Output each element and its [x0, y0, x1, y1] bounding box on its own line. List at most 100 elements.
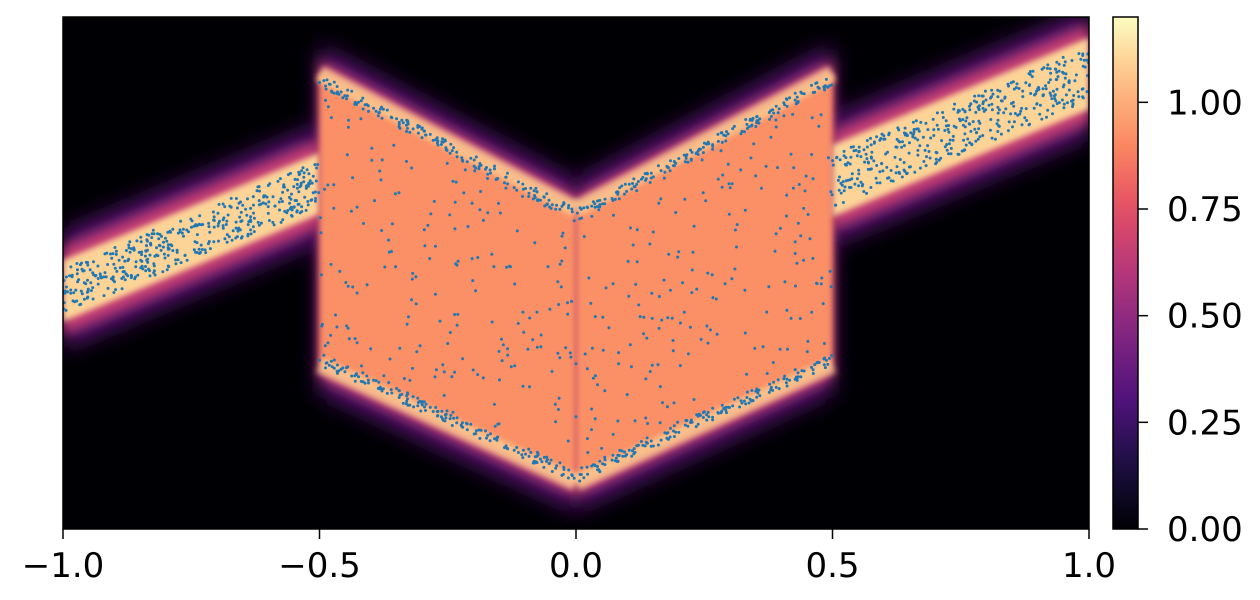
- scatter-point: [726, 162, 730, 166]
- scatter-point: [589, 301, 593, 305]
- scatter-point: [292, 205, 296, 209]
- scatter-point: [1045, 66, 1049, 70]
- scatter-point: [690, 150, 694, 154]
- scatter-point: [94, 274, 98, 277]
- scatter-point: [924, 121, 928, 125]
- scatter-point: [147, 233, 151, 237]
- scatter-point: [492, 402, 496, 406]
- scatter-point: [488, 439, 492, 443]
- scatter-point: [318, 81, 321, 84]
- scatter-point: [585, 437, 589, 441]
- scatter-point: [217, 202, 221, 206]
- scatter-point: [434, 406, 438, 409]
- scatter-point: [777, 107, 781, 111]
- scatter-point: [934, 162, 938, 166]
- scatter-point: [916, 138, 920, 142]
- scatter-point: [216, 211, 220, 215]
- scatter-point: [341, 366, 345, 370]
- scatter-point: [1023, 116, 1027, 120]
- scatter-point: [887, 131, 891, 135]
- scatter-point: [802, 92, 806, 96]
- scatter-point: [996, 95, 1000, 99]
- scatter-point: [705, 324, 709, 328]
- scatter-point: [1029, 92, 1033, 95]
- scatter-point: [649, 171, 653, 175]
- scatter-point: [645, 436, 649, 440]
- scatter-point: [255, 189, 259, 193]
- scatter-point: [317, 191, 321, 195]
- scatter-point: [329, 359, 333, 363]
- scatter-point: [760, 186, 763, 190]
- scatter-point: [711, 296, 715, 300]
- scatter-point: [598, 198, 602, 202]
- scatter-point: [69, 265, 73, 269]
- scatter-point: [353, 337, 357, 341]
- scatter-point: [96, 264, 100, 268]
- scatter-point: [1046, 63, 1050, 67]
- scatter-point: [99, 274, 103, 278]
- scatter-point: [112, 262, 116, 266]
- scatter-point: [862, 190, 866, 193]
- scatter-point: [324, 98, 327, 102]
- scatter-point: [152, 232, 156, 236]
- scatter-point: [117, 258, 121, 262]
- scatter-point: [684, 419, 688, 423]
- scatter-point: [535, 190, 539, 194]
- scatter-point: [627, 448, 631, 452]
- scatter-point: [401, 121, 405, 125]
- scatter-point: [1081, 96, 1085, 100]
- scatter-point: [521, 182, 525, 186]
- scatter-point: [201, 223, 205, 226]
- scatter-point: [362, 222, 365, 225]
- scatter-point: [616, 192, 620, 196]
- scatter-point: [989, 96, 992, 100]
- scatter-point: [343, 94, 347, 98]
- scatter-point: [963, 125, 967, 129]
- scatter-point: [441, 137, 444, 141]
- scatter-point: [1027, 123, 1031, 127]
- scatter-point: [627, 182, 631, 186]
- scatter-point: [786, 347, 789, 351]
- scatter-point: [416, 404, 420, 408]
- scatter-point: [230, 238, 234, 242]
- scatter-point: [774, 232, 778, 236]
- scatter-point: [162, 252, 166, 256]
- scatter-point: [911, 135, 915, 139]
- scatter-point: [972, 99, 976, 103]
- scatter-point: [641, 443, 645, 447]
- scatter-point: [89, 289, 93, 293]
- scatter-point: [139, 258, 143, 262]
- scatter-point: [139, 235, 143, 239]
- scatter-point: [88, 268, 92, 272]
- scatter-point: [345, 94, 349, 98]
- scatter-point: [898, 158, 902, 161]
- scatter-point: [180, 231, 184, 235]
- scatter-point: [774, 385, 778, 389]
- scatter-point: [631, 182, 634, 185]
- scatter-point: [885, 165, 889, 169]
- scatter-point: [493, 424, 497, 428]
- scatter-point: [335, 363, 339, 367]
- scatter-point: [745, 372, 749, 376]
- scatter-point: [783, 103, 787, 107]
- scatter-point: [512, 186, 516, 190]
- scatter-point: [895, 165, 899, 169]
- scatter-point: [859, 180, 863, 184]
- scatter-point: [631, 449, 634, 453]
- scatter-point: [1062, 63, 1066, 67]
- scatter-point: [1021, 95, 1025, 99]
- scatter-point: [755, 395, 759, 399]
- scatter-point: [163, 236, 167, 240]
- scatter-point: [178, 228, 182, 232]
- scatter-point: [176, 231, 180, 235]
- scatter-point: [855, 177, 859, 181]
- scatter-point: [169, 230, 172, 234]
- scatter-point: [676, 420, 680, 424]
- scatter-point: [893, 155, 897, 159]
- scatter-point: [555, 464, 559, 468]
- scatter-point: [239, 220, 243, 223]
- scatter-point: [881, 169, 885, 173]
- scatter-point: [80, 292, 84, 296]
- scatter-point: [495, 177, 499, 181]
- scatter-point: [813, 363, 817, 367]
